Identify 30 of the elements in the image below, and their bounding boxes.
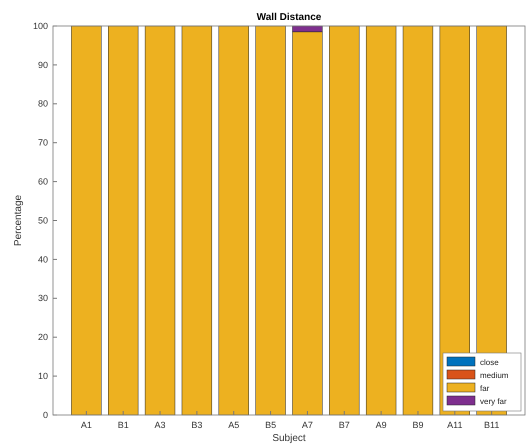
y-tick-label: 10 [38,370,48,381]
x-tick-label: A11 [447,420,462,430]
y-tick-label: 50 [38,215,48,226]
y-tick-label: 100 [32,20,48,31]
y-tick-label: 60 [38,176,48,186]
legend-label: medium [480,371,509,380]
y-tick-label: 80 [38,98,48,109]
y-tick-label: 20 [38,332,48,342]
x-tick-label: A7 [302,420,313,430]
y-tick-label: 70 [38,138,48,148]
chart-title: Wall Distance [256,12,322,23]
x-axis-title: Subject [272,433,306,444]
x-tick-label: A1 [80,420,92,430]
y-tick-label: 30 [38,293,48,304]
legend-label: far [480,384,490,393]
x-tick-label: B7 [338,420,350,430]
y-tick-label: 40 [38,254,48,264]
x-tick-label: A5 [228,420,240,430]
legend-label: very far [480,397,508,406]
x-tick-label: B1 [118,420,129,430]
x-tick-label: B5 [265,420,276,430]
x-tick-label: A3 [154,420,166,430]
legend-label: close [480,358,500,367]
x-tick-label: B11 [484,420,500,430]
x-tick-label: B9 [412,420,424,430]
y-tick-label: 0 [42,410,48,420]
x-tick-label: B3 [191,420,202,430]
y-axis-title: Percentage [13,194,24,246]
y-tick-label: 90 [38,60,48,70]
x-tick-label: A9 [376,420,387,430]
